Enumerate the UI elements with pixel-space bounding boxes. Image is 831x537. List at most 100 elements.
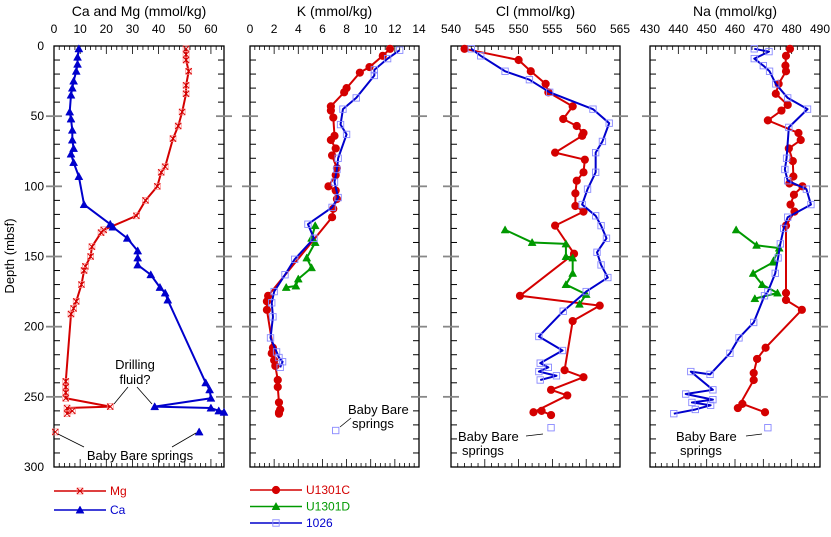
data-point <box>750 294 760 303</box>
legend-label: Mg <box>110 484 127 498</box>
data-point <box>266 334 275 342</box>
data-point <box>771 89 780 98</box>
data-point <box>568 316 577 326</box>
data-point <box>761 343 770 352</box>
x-tick-label: 8 <box>343 22 350 36</box>
data-point <box>293 274 303 283</box>
series-mg <box>62 45 193 418</box>
data-point <box>781 51 791 60</box>
data-point <box>604 273 612 282</box>
data-point <box>605 119 613 127</box>
series-baby-bare-springs-mg- <box>51 428 59 436</box>
data-point <box>547 424 555 432</box>
x-tick-label: 50 <box>178 22 192 36</box>
data-point <box>772 80 780 88</box>
data-point <box>536 376 544 384</box>
x-tick-label: 60 <box>204 22 218 36</box>
data-point <box>72 298 80 305</box>
data-point <box>709 395 717 404</box>
data-point <box>65 107 75 116</box>
x-tick-label: 560 <box>576 22 596 36</box>
data-point <box>582 287 590 296</box>
data-point <box>133 253 143 262</box>
data-point <box>74 171 84 180</box>
data-point <box>262 297 271 306</box>
data-point <box>752 240 761 249</box>
panel-title: K (mmol/kg) <box>297 3 372 19</box>
x-tick-label: 430 <box>640 22 660 36</box>
data-point <box>515 291 525 300</box>
series-line <box>673 47 812 415</box>
data-point <box>304 220 312 228</box>
y-tick-label: 300 <box>24 460 44 474</box>
data-point <box>535 367 543 376</box>
series-line <box>269 49 401 368</box>
data-point <box>66 114 76 123</box>
data-point <box>773 288 782 297</box>
data-point <box>781 295 791 305</box>
data-point <box>161 163 169 171</box>
data-point <box>760 408 770 417</box>
data-point <box>155 282 165 291</box>
data-point <box>122 233 132 242</box>
data-point <box>273 382 282 392</box>
data-point <box>73 59 82 68</box>
data-point <box>273 375 282 385</box>
data-point <box>771 269 779 277</box>
data-point <box>80 267 88 274</box>
data-point <box>571 189 580 198</box>
data-point <box>71 66 81 75</box>
x-tick-label: 540 <box>441 22 461 36</box>
data-point <box>67 135 77 144</box>
x-tick-label: 440 <box>668 22 688 36</box>
data-point <box>753 354 762 364</box>
data-point <box>541 79 550 88</box>
x-tick-label: 6 <box>319 22 326 36</box>
x-tick-label: 490 <box>810 22 830 36</box>
series-ca <box>65 44 229 416</box>
x-tick-label: 565 <box>610 22 630 36</box>
data-point <box>88 243 96 251</box>
x-tick-label: 2 <box>271 22 278 36</box>
panel-4: Na (mmol/kg) 430 440 450 460 470 480 490 <box>640 3 830 468</box>
data-point <box>281 271 289 279</box>
legend-item-1026: 1026 <box>250 516 333 530</box>
data-point <box>66 90 76 99</box>
data-point <box>788 156 797 166</box>
legend-label: U1301D <box>306 500 350 514</box>
data-point <box>281 282 291 291</box>
series-baby-bare-springs <box>764 424 772 432</box>
data-point <box>797 305 806 314</box>
data-point <box>781 288 791 298</box>
data-point <box>307 263 316 272</box>
x-tick-label: 40 <box>152 22 166 36</box>
legend-marker <box>76 487 84 495</box>
data-point <box>352 94 360 102</box>
data-point <box>560 366 569 375</box>
data-point <box>157 168 165 176</box>
series-line <box>470 48 611 381</box>
data-point <box>784 213 792 221</box>
data-point <box>527 237 537 246</box>
data-point <box>274 409 284 418</box>
data-point <box>327 213 337 222</box>
baby-bare-annotation-p4-line1: Baby Bare <box>676 429 737 444</box>
data-point <box>765 67 774 75</box>
data-point <box>536 359 544 367</box>
data-point <box>269 313 277 321</box>
data-point <box>592 149 600 157</box>
data-point <box>182 51 190 58</box>
data-point <box>583 185 592 193</box>
data-point <box>691 405 699 414</box>
data-point <box>580 155 589 164</box>
baby-bare-annotation-p3-line2: springs <box>462 443 504 458</box>
data-point <box>670 410 678 418</box>
data-point <box>759 61 767 70</box>
data-point <box>763 116 772 125</box>
data-point <box>332 426 340 435</box>
panel-3: Cl (mmol/kg) 540 545 550 555 560 565 <box>441 3 630 468</box>
data-point <box>194 427 204 436</box>
data-point <box>551 148 560 157</box>
data-point <box>270 287 278 296</box>
data-point <box>602 234 611 242</box>
